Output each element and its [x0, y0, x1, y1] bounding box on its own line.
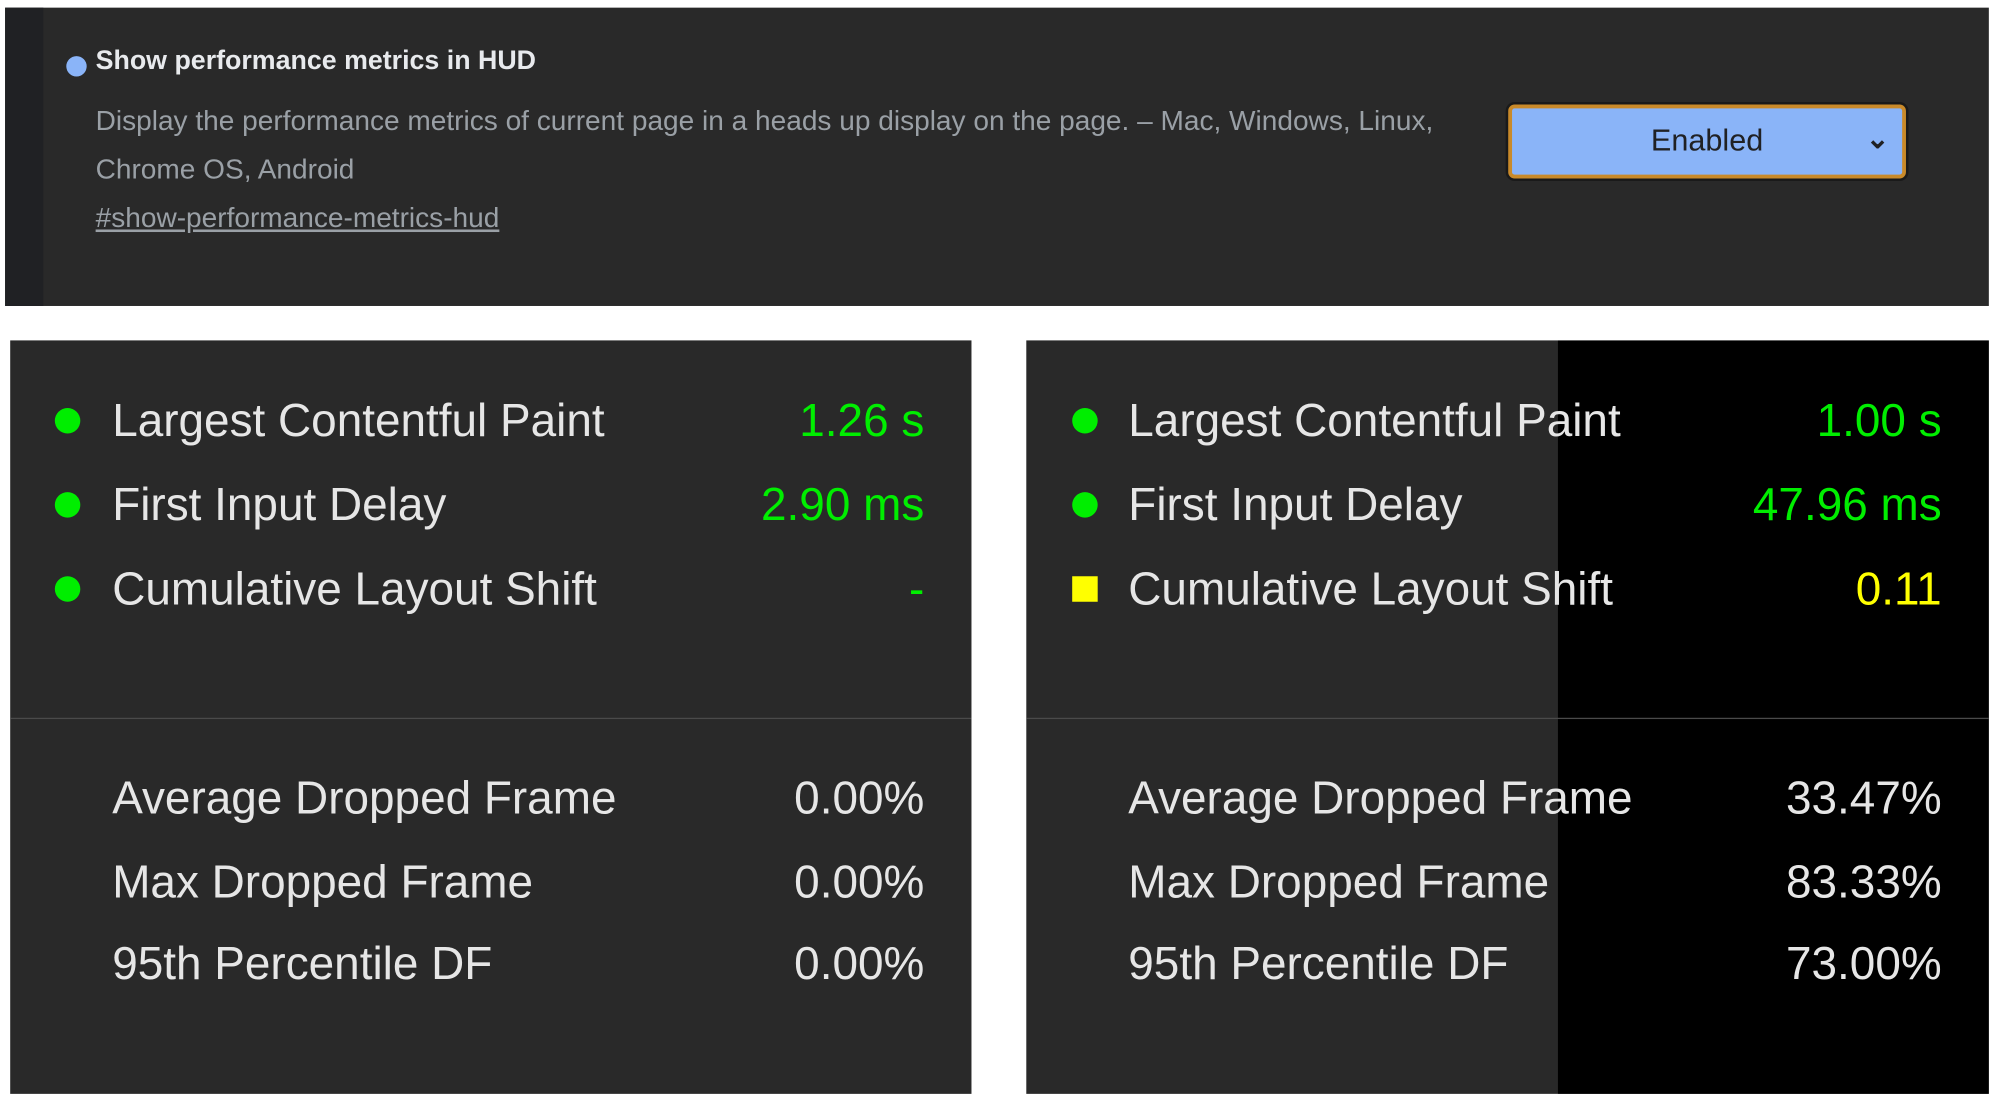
web-vital-row: Cumulative Layout Shift 0.11	[1026, 557, 1989, 621]
hud-dark-overlay	[1557, 340, 1989, 1094]
metric-value: 1.00 s	[1816, 393, 1942, 447]
hud-separator	[10, 717, 972, 720]
dropped-frame-row: Average Dropped Frame 0.00%	[10, 766, 971, 830]
dropped-frame-row: Max Dropped Frame 83.33%	[1026, 850, 1989, 914]
status-square-icon	[1072, 576, 1098, 602]
metric-value: 33.47%	[1785, 771, 1942, 824]
metric-value: 73.00%	[1785, 937, 1942, 990]
web-vital-row: Largest Contentful Paint 1.26 s	[10, 389, 971, 453]
metric-label: Average Dropped Frame	[112, 771, 617, 824]
metric-label: Largest Contentful Paint	[112, 393, 605, 447]
metric-value: 1.26 s	[799, 393, 925, 447]
dropped-frame-row: 95th Percentile DF 73.00%	[1026, 932, 1989, 996]
flag-state-select[interactable]: Enabled ⌄	[1508, 104, 1906, 179]
chevron-down-icon: ⌄	[1865, 122, 1890, 155]
metric-label: Cumulative Layout Shift	[1128, 562, 1614, 615]
web-vital-row: First Input Delay 47.96 ms	[1026, 473, 1989, 537]
web-vital-row: Cumulative Layout Shift -	[10, 557, 971, 621]
status-circle-icon	[54, 492, 81, 518]
web-vital-row: Largest Contentful Paint 1.00 s	[1026, 389, 1989, 453]
metric-label: Max Dropped Frame	[112, 855, 534, 908]
metric-label: Cumulative Layout Shift	[112, 562, 597, 615]
flag-left-strip	[5, 7, 44, 306]
metric-value: 0.00%	[794, 771, 925, 824]
web-vital-row: First Input Delay 2.90 ms	[10, 473, 971, 537]
metric-value: 47.96 ms	[1752, 478, 1942, 531]
metric-label: 95th Percentile DF	[112, 937, 493, 990]
metric-value: 2.90 ms	[761, 478, 925, 531]
flag-modified-dot-icon	[66, 56, 87, 77]
hud-panel-left: Largest Contentful Paint 1.26 s First Inpu…	[10, 340, 972, 1094]
metric-label: 95th Percentile DF	[1128, 937, 1509, 990]
metric-value: 0.00%	[794, 855, 925, 908]
metric-label: Largest Contentful Paint	[1128, 393, 1621, 447]
dropped-frame-row: Average Dropped Frame 33.47%	[1026, 766, 1989, 830]
dropped-frame-row: Max Dropped Frame 0.00%	[10, 850, 971, 914]
metric-value: 0.11	[1855, 562, 1942, 615]
flag-description: Display the performance metrics of curre…	[95, 104, 1434, 185]
metric-label: Average Dropped Frame	[1128, 771, 1633, 824]
status-circle-icon	[1072, 407, 1098, 434]
dropped-frame-row: 95th Percentile DF 0.00%	[10, 932, 971, 996]
flag-title: Show performance metrics in HUD	[95, 45, 536, 76]
metric-label: First Input Delay	[112, 478, 447, 531]
metric-label: First Input Delay	[1128, 478, 1463, 531]
status-circle-icon	[54, 576, 81, 602]
flag-state-value: Enabled	[1650, 123, 1764, 159]
metric-label: Max Dropped Frame	[1128, 855, 1550, 908]
hud-separator	[1026, 717, 1989, 720]
flag-anchor-link[interactable]: #show-performance-metrics-hud	[95, 201, 500, 234]
status-circle-icon	[54, 407, 81, 434]
flag-entry: Show performance metrics in HUD Display …	[5, 7, 1989, 306]
hud-panel-right: Largest Contentful Paint 1.00 s First Inpu…	[1026, 340, 1989, 1094]
metric-value: -	[909, 562, 925, 615]
metric-value: 83.33%	[1785, 855, 1942, 908]
status-circle-icon	[1072, 492, 1098, 518]
metric-value: 0.00%	[794, 937, 925, 990]
